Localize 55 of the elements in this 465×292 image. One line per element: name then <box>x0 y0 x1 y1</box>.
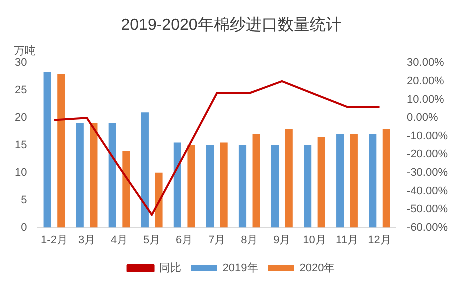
bar <box>304 146 312 228</box>
x-tick-label: 3月 <box>78 234 96 246</box>
y2-tick-label: -20.00% <box>407 148 448 161</box>
legend-label: 2019年 <box>222 262 258 275</box>
bar <box>369 134 377 228</box>
bar <box>155 172 163 228</box>
legend-label: 2020年 <box>300 262 336 275</box>
x-tick-label: 1-2月 <box>41 234 68 246</box>
y2-tick-label: -40.00% <box>407 185 448 198</box>
bar <box>141 112 149 228</box>
y2-tick-label: -60.00% <box>407 222 448 234</box>
chart-title: 2019-2020年棉纱进口数量统计 <box>121 16 342 34</box>
bar <box>318 137 326 228</box>
bar <box>90 124 98 228</box>
bar <box>271 146 280 228</box>
bar <box>76 124 84 228</box>
x-tick-label: 8月 <box>241 234 258 246</box>
y2-tick-label: 30.00% <box>407 57 445 70</box>
y-tick-label: 25 <box>14 84 28 97</box>
y-tick-label: 10 <box>14 166 28 179</box>
bar <box>336 134 344 228</box>
x-tick-label: 7月 <box>208 234 226 246</box>
bar <box>44 72 52 228</box>
legend-label: 同比 <box>159 262 182 275</box>
y2-tick-label: 20.00% <box>407 76 445 88</box>
y2-tick-label: -10.00% <box>407 130 448 142</box>
bar <box>382 129 390 228</box>
bar <box>285 129 293 228</box>
bar <box>252 134 260 228</box>
y2-tick-label: -30.00% <box>407 166 448 179</box>
y2-tick-label: 0.00% <box>407 112 438 124</box>
y-tick-label: 30 <box>14 57 28 70</box>
y-tick-label: 20 <box>14 112 28 124</box>
y-axis-title: 万吨 <box>14 44 36 58</box>
bar <box>188 146 196 228</box>
x-tick-label: 10月 <box>303 234 326 246</box>
bar <box>174 142 182 228</box>
bar <box>238 146 247 228</box>
x-tick-label: 12月 <box>368 234 392 246</box>
y2-tick-label: -50.00% <box>407 204 448 216</box>
bar <box>108 124 116 228</box>
bar <box>58 74 66 228</box>
y2-tick-label: 10.00% <box>407 94 445 106</box>
x-tick-label: 4月 <box>110 234 128 246</box>
x-tick-label: 9月 <box>274 234 291 246</box>
x-tick-label: 5月 <box>144 234 161 246</box>
bar <box>220 142 228 228</box>
bar <box>350 134 358 228</box>
bar <box>122 150 130 228</box>
y-tick-label: 5 <box>21 194 28 206</box>
y-tick-label: 15 <box>14 140 28 152</box>
x-tick-label: 11月 <box>336 234 358 246</box>
x-tick-label: 6月 <box>176 234 194 246</box>
bar <box>206 146 214 228</box>
y-tick-label: 0 <box>21 222 28 234</box>
